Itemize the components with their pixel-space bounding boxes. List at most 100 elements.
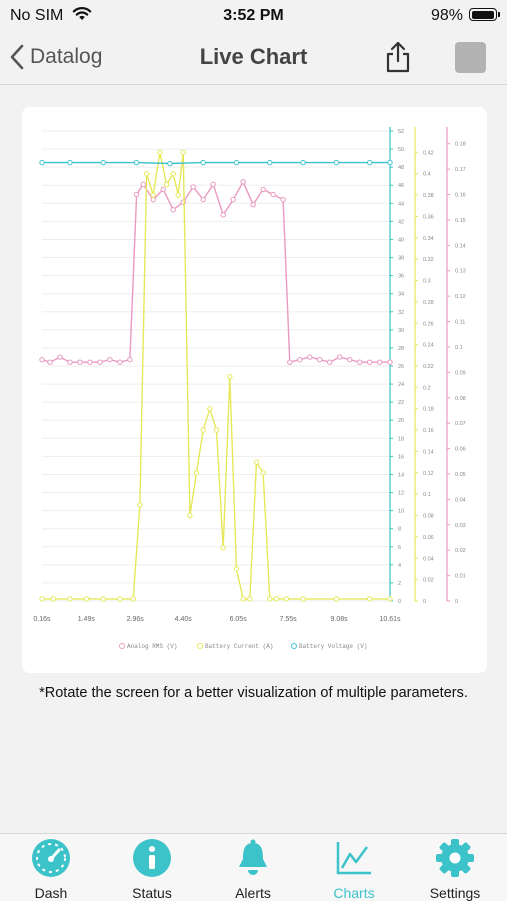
data-point [213,427,220,433]
tab-charts[interactable]: Charts [314,838,394,901]
y-tick-label: 20 [398,418,404,424]
status-bar: No SIM 3:52 PM 98% [0,0,507,32]
data-point [39,356,45,363]
tab-settings[interactable]: Settings [415,838,495,901]
data-point [150,192,156,198]
y-tick-label: 0.15 [455,218,466,224]
data-point [193,470,200,476]
data-point [207,406,213,412]
y-tick-label: 16 [398,454,404,460]
y-tick-label: 0 [423,599,426,605]
tab-alerts[interactable]: Alerts [213,838,293,901]
data-point [347,356,353,363]
y-tick-label: 0.32 [423,257,434,263]
legend-label: Battery Current (A) [205,643,273,650]
y-tick-label: 0 [398,599,401,605]
data-point [210,181,216,188]
x-tick-label: 2.96s [127,616,145,623]
tab-label: Alerts [235,885,271,901]
y-tick-label: 0.26 [423,321,434,327]
y-tick-label: 0 [455,599,458,605]
y-tick-label: 10 [398,509,404,515]
data-point [230,196,236,203]
tab-dash[interactable]: Dash [11,838,91,901]
y-tick-label: 0.02 [423,578,434,584]
x-tick-label: 4.40s [175,616,193,623]
data-point [97,359,103,365]
wifi-icon [72,7,92,20]
data-point [100,159,106,166]
data-point [200,196,206,203]
data-point [327,359,333,365]
tab-label: Status [132,885,172,901]
y-tick-label: 0.38 [423,193,434,199]
data-point [283,596,290,602]
data-point [83,596,90,602]
tab-bar: Dash Status Alerts Charts [0,833,507,901]
y-tick-label: 0.42 [423,150,434,156]
y-tick-label: 42 [398,219,404,225]
y-tick-label: 0.22 [423,364,434,370]
data-point [220,212,226,218]
data-point [39,596,45,602]
y-tick-label: 0.11 [455,320,465,326]
bell-icon [239,839,267,875]
y-tick-label: 0.4 [423,172,431,178]
back-button[interactable]: Datalog [10,42,102,72]
y-tick-label: 0.3 [423,279,431,285]
series-line [41,181,390,363]
back-label: Datalog [30,45,103,68]
data-point [387,159,393,166]
x-tick-label: 9.08s [330,616,348,623]
data-point [240,179,246,185]
y-tick-label: 0.28 [423,300,434,306]
chevron-left-icon [10,44,24,70]
y-tick-label: 0.12 [423,471,434,477]
data-point [133,191,140,198]
data-point [200,427,206,433]
tab-label: Charts [333,885,375,901]
data-point [170,207,176,213]
y-tick-label: 0.2 [423,385,431,391]
y-tick-label: 0.04 [423,556,434,562]
legend-marker [119,643,125,649]
battery-percent: 98% [430,7,463,24]
data-point [220,544,226,551]
y-tick-label: 2 [398,581,401,587]
y-tick-label: 0.08 [455,396,466,402]
y-tick-label: 0.07 [455,421,466,427]
data-point [337,354,343,360]
battery-icon [469,8,500,21]
y-tick-label: 0.01 [455,574,466,580]
y-tick-label: 0.14 [423,449,434,455]
y-tick-label: 52 [398,129,404,135]
stop-button[interactable] [455,42,486,73]
y-tick-label: 0.05 [455,472,466,478]
data-point [273,596,280,602]
data-point [39,159,45,166]
data-point [333,596,340,602]
y-tick-label: 4 [398,563,401,569]
gear-icon [436,839,474,877]
data-point [387,596,393,602]
data-point [233,566,240,572]
live-chart: 0246810121416182022242628303234363840424… [33,127,466,650]
rotate-hint: *Rotate the screen for a better visualiz… [39,685,468,701]
share-icon[interactable] [383,40,413,74]
x-tick-label: 6.05s [230,616,248,623]
data-point [47,359,53,365]
data-point [130,596,136,602]
data-point [137,502,143,508]
data-point [240,596,246,602]
data-point [200,159,206,166]
data-point [133,159,140,166]
series-line [42,161,390,165]
data-point [260,186,266,193]
tab-status[interactable]: Status [112,838,192,901]
data-point [300,159,306,166]
y-tick-label: 0.04 [455,497,466,503]
y-tick-label: 50 [398,147,404,153]
y-tick-label: 24 [398,382,404,388]
data-point [107,356,113,363]
y-tick-label: 0.36 [423,214,434,220]
